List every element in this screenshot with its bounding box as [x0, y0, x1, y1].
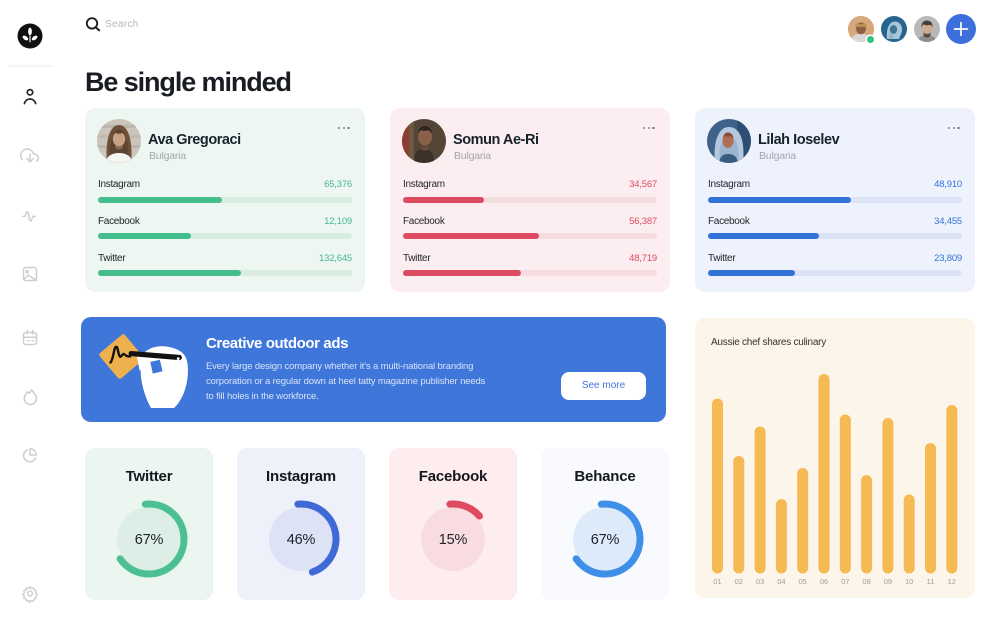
svg-text:09: 09 [884, 577, 892, 586]
svg-text:08: 08 [862, 577, 870, 586]
svg-text:05: 05 [799, 577, 807, 586]
svg-text:06: 06 [820, 577, 828, 586]
svg-text:07: 07 [841, 577, 849, 586]
svg-text:11: 11 [927, 577, 935, 586]
svg-text:02: 02 [735, 577, 743, 586]
svg-text:01: 01 [713, 577, 721, 586]
svg-text:10: 10 [905, 577, 913, 586]
svg-text:12: 12 [948, 577, 956, 586]
svg-text:04: 04 [777, 577, 785, 586]
svg-text:03: 03 [756, 577, 764, 586]
